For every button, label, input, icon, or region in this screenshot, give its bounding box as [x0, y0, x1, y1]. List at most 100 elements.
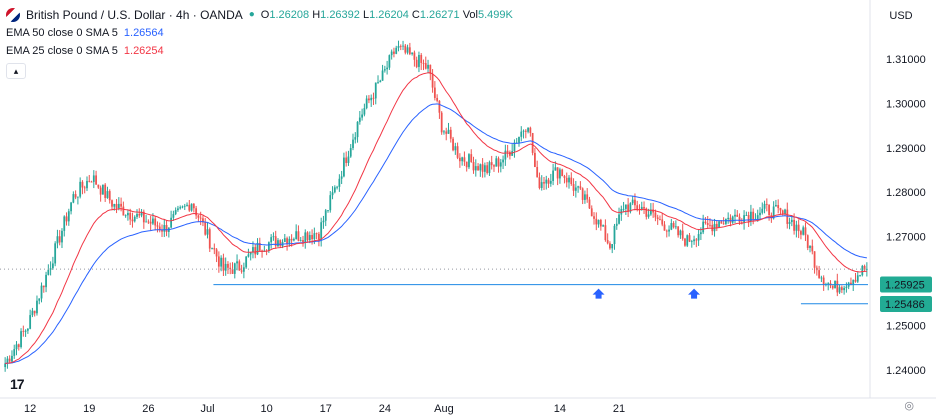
candle-body — [58, 236, 61, 243]
candle-body — [136, 213, 138, 217]
candle-body — [45, 274, 47, 288]
ohlc-values: O1.26208 H1.26392 L1.26204 C1.26271 Vol5… — [260, 9, 513, 21]
candle-body — [95, 175, 97, 185]
candle-body — [390, 51, 393, 56]
candle-body — [127, 212, 129, 216]
support-arrow-icon — [592, 288, 605, 299]
candle-body — [850, 282, 852, 285]
candle-body — [163, 224, 166, 232]
candle-body — [695, 239, 698, 241]
candle-body — [249, 252, 252, 255]
candle-body — [20, 331, 22, 348]
candle-body — [527, 127, 529, 132]
candle-body — [86, 180, 88, 189]
x-tick-label: 10 — [260, 403, 272, 415]
candle-body — [613, 225, 616, 245]
candle-body — [554, 167, 557, 171]
candle-body — [793, 219, 796, 231]
candle-body — [606, 240, 609, 244]
candle-body — [463, 157, 466, 162]
settings-icon[interactable]: ◎ — [904, 400, 914, 412]
candle-body — [26, 328, 29, 331]
candle-body — [470, 154, 473, 163]
candle-body — [568, 177, 570, 183]
candle-body — [561, 169, 564, 177]
candle-body — [706, 223, 709, 225]
candle-body — [11, 355, 13, 362]
candle-body — [113, 203, 116, 207]
candle-body — [129, 212, 132, 220]
candle-body — [697, 234, 700, 241]
candle-body — [108, 191, 111, 201]
candle-body — [659, 219, 661, 220]
candle-body — [806, 235, 809, 248]
candle-body — [274, 236, 277, 247]
candle-body — [811, 245, 814, 252]
candle-body — [38, 298, 41, 301]
candle-body — [720, 221, 723, 224]
candle-body — [647, 214, 650, 217]
candle-body — [283, 238, 286, 243]
candle-body — [649, 209, 652, 215]
candle-body — [752, 211, 755, 220]
candle-body — [292, 239, 295, 241]
candle-body — [397, 46, 400, 48]
candle-body — [609, 243, 611, 249]
candle-body — [102, 184, 104, 195]
candle-body — [308, 235, 311, 241]
candle-body — [640, 206, 643, 210]
indicator-ema50[interactable]: EMA 50 close 0 SMA 5 1.26564 — [6, 27, 164, 39]
candle-body — [574, 187, 577, 191]
gbp-flag-icon — [6, 8, 20, 22]
candle-body — [188, 204, 191, 211]
candle-body — [490, 162, 493, 166]
candle-body — [288, 238, 291, 244]
candle-body — [472, 162, 475, 171]
candle-body — [477, 166, 479, 171]
candle-body — [229, 267, 232, 270]
candle-body — [13, 349, 16, 356]
candle-body — [406, 47, 409, 53]
candle-body — [690, 241, 693, 243]
x-tick-label: 19 — [83, 403, 95, 415]
candle-body — [252, 247, 254, 253]
candle-body — [636, 205, 639, 210]
candle-body — [856, 275, 859, 282]
candle-body — [768, 204, 770, 216]
candle-body — [272, 236, 275, 238]
candle-body — [302, 240, 304, 243]
candle-body — [845, 286, 848, 288]
candle-body — [217, 256, 220, 267]
candle-body — [827, 283, 830, 285]
candle-body — [365, 98, 368, 109]
candle-body — [147, 221, 150, 223]
candle-body — [142, 211, 145, 223]
currency-selector[interactable]: USD — [889, 10, 913, 22]
candle-body — [186, 204, 188, 206]
candle-body — [74, 194, 77, 198]
candle-body — [213, 248, 216, 250]
market-status-icon: ● — [248, 9, 255, 20]
candle-body — [336, 186, 338, 188]
candle-body — [670, 223, 673, 230]
chart-legend: British Pound / U.S. Dollar · 4h · OANDA… — [6, 6, 513, 79]
indicator-ema25[interactable]: EMA 25 close 0 SMA 5 1.26254 — [6, 45, 164, 57]
candle-body — [454, 146, 457, 151]
candle-body — [172, 214, 175, 218]
candle-body — [818, 270, 821, 278]
candle-body — [386, 67, 389, 70]
collapse-legend-button[interactable]: ▴ — [6, 63, 26, 79]
candle-body — [313, 233, 316, 240]
candle-body — [838, 287, 841, 293]
candle-body — [638, 209, 641, 211]
candle-body — [631, 199, 634, 204]
x-tick-label: 26 — [142, 403, 154, 415]
symbol-title[interactable]: British Pound / U.S. Dollar · 4h · OANDA — [26, 8, 243, 22]
candle-body — [681, 230, 684, 239]
candle-body — [852, 279, 855, 285]
candle-body — [436, 97, 439, 101]
candle-body — [602, 225, 605, 227]
candle-body — [504, 150, 507, 160]
candle-body — [154, 218, 157, 226]
